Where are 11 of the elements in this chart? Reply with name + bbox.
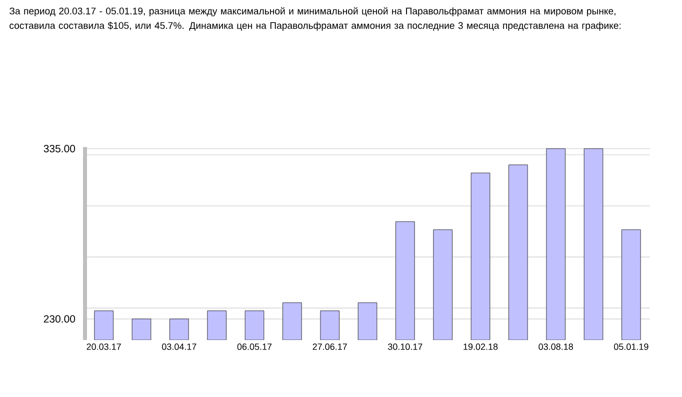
x-tick-label: 20.03.17 [86, 344, 121, 350]
x-tick-label: 27.06.17 [312, 344, 347, 350]
x-tick-label: 06.05.17 [237, 344, 272, 350]
x-tick-label: 19.02.18 [464, 344, 498, 350]
x-tick-label: 03.08.18 [538, 344, 573, 350]
x-tick-label: 30.10.17 [388, 344, 422, 350]
chart-title: За период 20.03.17 - 05.01.19, разница между максимальной и минимальной ценой на Паравольфрамат аммония на мировом рынке, составила составила $105, или 45.7%. Динамика цен на Паравольфрамат аммония за последние 3 месяца представлена на графике: [10, 7, 621, 31]
y-tick-label: 230.00 [44, 315, 76, 323]
x-tick-label: 05.01.19 [614, 344, 648, 350]
y-tick-label: 335.00 [44, 144, 76, 152]
x-tick-label: 03.04.17 [162, 344, 196, 350]
